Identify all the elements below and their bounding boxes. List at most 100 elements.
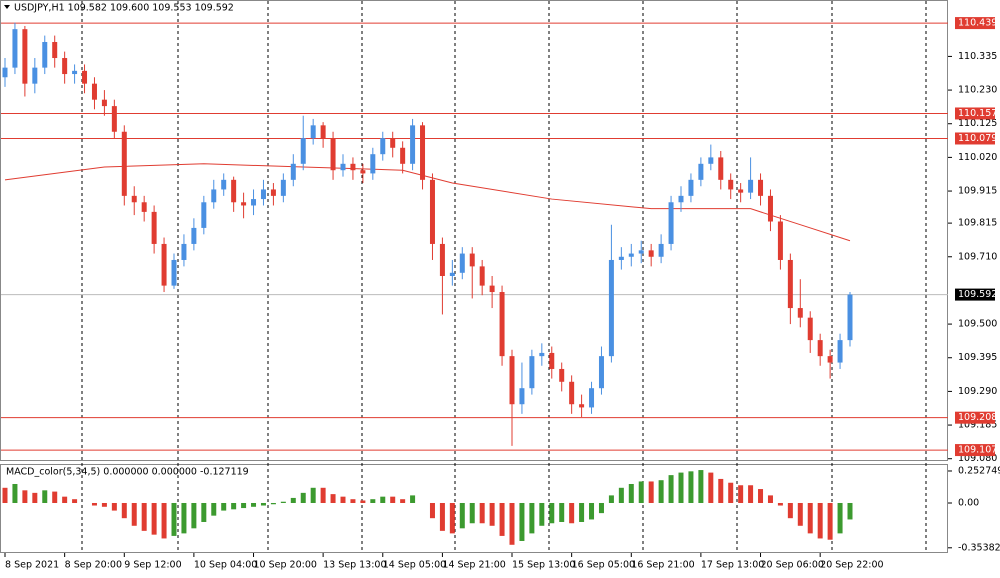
day-separators — [81, 1, 927, 552]
candle-body — [290, 163, 296, 180]
macd-frame — [0, 464, 948, 553]
y-tick-label: 109.290 — [958, 386, 997, 397]
candle-body — [598, 356, 604, 389]
macd-bar — [251, 502, 257, 507]
candle-body — [658, 243, 664, 257]
candle-body — [410, 125, 416, 164]
macd-bar — [748, 485, 754, 503]
candle-body — [787, 259, 793, 309]
candle-body — [171, 259, 177, 286]
candle-body — [300, 138, 306, 164]
macd-bar — [231, 502, 237, 510]
x-tick-label: 14 Sep 21:00 — [442, 560, 505, 571]
candle-body — [201, 202, 207, 228]
candle-body — [718, 157, 724, 180]
macd-bar — [827, 502, 833, 540]
y-tick-label: 109.915 — [958, 186, 997, 197]
macd-bar — [767, 495, 773, 503]
macd-bar — [688, 471, 694, 503]
macd-bar — [758, 489, 764, 503]
candle-body — [32, 67, 38, 84]
candle-body — [728, 179, 734, 190]
macd-bar — [658, 480, 664, 503]
menu-arrow[interactable] — [4, 5, 10, 9]
macd-bar — [161, 502, 167, 539]
macd-bar — [241, 502, 247, 509]
macd-bar — [211, 502, 217, 516]
y-tick-label: 109.395 — [958, 352, 997, 363]
candle-body — [648, 250, 654, 257]
macd-bar — [817, 502, 823, 539]
candle-body — [579, 404, 585, 408]
level-label: 109.208 — [958, 412, 997, 423]
x-tick-label: 16 Sep 05:00 — [572, 560, 635, 571]
x-tick-label: 10 Sep 04:00 — [194, 560, 257, 571]
candle-body — [310, 125, 316, 139]
macd-bar — [350, 499, 356, 503]
candle-body — [131, 195, 137, 203]
macd-bar — [320, 487, 326, 503]
candle-body — [758, 179, 764, 196]
macd-bar — [42, 490, 48, 503]
x-tick-label: 15 Sep 13:00 — [512, 560, 575, 571]
candle-body — [101, 99, 107, 107]
candle-body — [698, 163, 704, 180]
x-tick-label: 10 Sep 20:00 — [254, 560, 317, 571]
candle-body — [529, 356, 535, 389]
macd-bar — [390, 496, 396, 503]
level-label: 110.157 — [958, 108, 997, 119]
macd-bar — [429, 502, 435, 519]
level-tag-bg — [955, 107, 995, 120]
candle-body — [340, 163, 346, 171]
candle-body — [817, 340, 823, 357]
y-tick-label: 109.500 — [958, 319, 997, 330]
macd-bar — [628, 483, 634, 503]
candle-body — [559, 368, 565, 382]
level-tag: 110.439 — [955, 17, 997, 30]
macd-bar — [738, 485, 744, 503]
x-tick-label: 17 Sep 13:00 — [701, 560, 764, 571]
macd-bar — [280, 501, 286, 503]
x-tick-label: 20 Sep 22:00 — [820, 560, 883, 571]
candle-body — [370, 154, 376, 174]
candle-body — [241, 202, 247, 206]
macd-bar — [141, 502, 147, 531]
candle-body — [449, 272, 455, 276]
candle-body — [91, 83, 97, 100]
candle-body — [22, 29, 28, 84]
macd-bar — [569, 502, 575, 524]
macd-tick-label: 0.00 — [958, 497, 979, 508]
candle-body — [638, 250, 644, 254]
macd-bar — [111, 502, 117, 511]
level-label: 110.439 — [958, 18, 997, 29]
level-label: 109.107 — [958, 445, 997, 456]
candle-body — [837, 340, 843, 363]
macd-bar — [201, 502, 207, 522]
candle-body — [459, 253, 465, 273]
macd-tick-label: 0.252749 — [958, 465, 1000, 476]
macd-bar — [638, 481, 644, 503]
macd-bar — [787, 502, 793, 519]
x-tick-label: 8 Sep 2021 — [5, 560, 59, 571]
candle-body — [738, 189, 744, 193]
macd-bar — [101, 502, 107, 507]
level-tag-bg — [955, 132, 995, 145]
macd-bar — [2, 487, 8, 503]
candle-body — [400, 147, 406, 164]
candle-body — [439, 243, 445, 276]
macd-bar — [499, 502, 505, 536]
candle-body — [777, 221, 783, 260]
level-tag: 110.157 — [955, 107, 997, 120]
macd-bar — [678, 472, 684, 503]
current-price-bg — [955, 288, 995, 301]
macd-bar — [72, 499, 78, 503]
macd-bar — [290, 497, 296, 503]
macd-bar — [131, 502, 137, 526]
candle-body — [320, 125, 326, 139]
candle-body — [231, 179, 237, 203]
candle-body — [499, 292, 505, 357]
candle-body — [350, 163, 356, 171]
macd-bar — [171, 502, 177, 536]
macd-bar — [12, 483, 18, 503]
